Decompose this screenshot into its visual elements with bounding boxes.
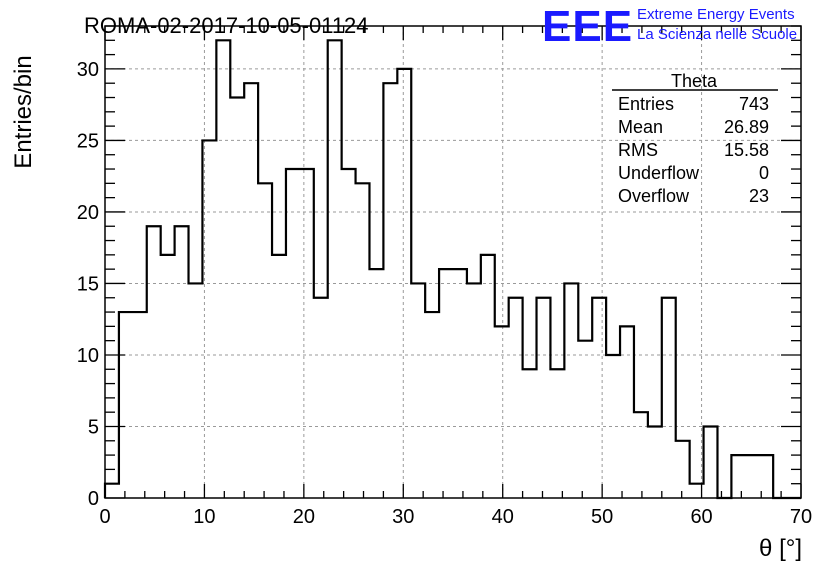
histogram-bin [383,83,397,498]
histogram-bin [634,412,648,498]
brand-line-1: Extreme Energy Events [637,6,795,23]
x-axis-title: θ [°] [759,535,802,562]
histogram-bin [342,169,356,498]
histogram-bin [453,269,467,498]
histogram-bin [537,298,551,498]
stats-rows: Entries 743 Mean 26.89 RMS 15.58 Underflow 0 Ove… [618,94,769,206]
histogram-bin [119,312,133,498]
brand-line-2: La Scienza nelle Scuole [637,26,797,43]
eee-logo: EEE [542,2,633,51]
x-tick-label: 20 [293,506,315,528]
histogram-outline [103,39,801,500]
x-tick-label: 0 [99,506,110,528]
histogram-bin [578,341,592,498]
histogram-bin [244,83,258,498]
histogram-bin [481,255,495,498]
x-tick-label: 50 [591,506,613,528]
histogram-bin [161,255,175,498]
histogram-bin [258,183,272,498]
histogram-bin [648,426,662,498]
histogram-bin [175,226,189,498]
histogram-bin [592,298,606,498]
x-tick-label: 40 [492,506,514,528]
stats-value: 26.89 [724,117,769,137]
histogram-bin [731,455,745,498]
stats-label: RMS [618,140,658,160]
histogram-bin [550,369,564,498]
histogram-bin [620,326,634,498]
histogram-bin [314,298,328,498]
histogram-bin [356,183,370,498]
histogram-bin [411,283,425,498]
histogram-bin [216,40,230,498]
stats-value: 743 [739,94,769,114]
y-tick-label: 15 [77,273,99,295]
histogram-bin [704,426,718,498]
x-tick-label: 70 [790,506,812,528]
histogram-bin [662,298,676,498]
y-tick-label: 0 [88,488,99,510]
histogram-bin [745,455,759,498]
histogram-bin [495,326,509,498]
histogram-bin [369,269,383,498]
histogram-bin [523,369,537,498]
histogram-bin [272,255,286,498]
histogram-bin [425,312,439,498]
grid-lines [105,26,801,498]
y-tick-label: 10 [77,345,99,367]
histogram-bin [328,40,342,498]
histogram-bin [509,298,523,498]
stats-value: 23 [749,186,769,206]
brand-block: EEE Extreme Energy Events La Scienza nel… [542,2,797,51]
histogram-bin [133,312,147,498]
histogram-bin [564,283,578,498]
axis-ticks [104,25,802,499]
histogram-bin [147,226,161,498]
x-tick-label: 10 [193,506,215,528]
stats-title: Theta [671,71,718,91]
histogram-series [103,39,801,500]
y-tick-label: 5 [88,416,99,438]
histogram-bin [230,98,244,498]
stats-label: Entries [618,94,674,114]
tick-labels: 0 10 20 30 40 50 60 70 0 5 10 15 20 25 30 [77,59,812,528]
stats-box: Theta Entries 743 Mean 26.89 RMS 15.58 Underfl… [612,71,778,206]
x-tick-label: 60 [690,506,712,528]
stats-label: Overflow [618,186,690,206]
chart-title: ROMA-02-2017-10-05-01124 [84,13,369,38]
stats-value: 0 [759,163,769,183]
stats-label: Underflow [618,163,700,183]
histogram-bin [105,484,119,498]
y-tick-label: 30 [77,59,99,81]
histogram-bin [189,283,203,498]
stats-value: 15.58 [724,140,769,160]
y-tick-label: 20 [77,202,99,224]
histogram-bin [286,169,300,498]
plot-frame [104,25,802,499]
y-axis-title: Entries/bin [10,55,37,168]
histogram-bin [467,283,481,498]
x-tick-label: 30 [392,506,414,528]
y-tick-label: 25 [77,130,99,152]
histogram-bin [439,269,453,498]
histogram-bin [300,169,314,498]
histogram-bin [676,441,690,498]
stats-label: Mean [618,117,663,137]
